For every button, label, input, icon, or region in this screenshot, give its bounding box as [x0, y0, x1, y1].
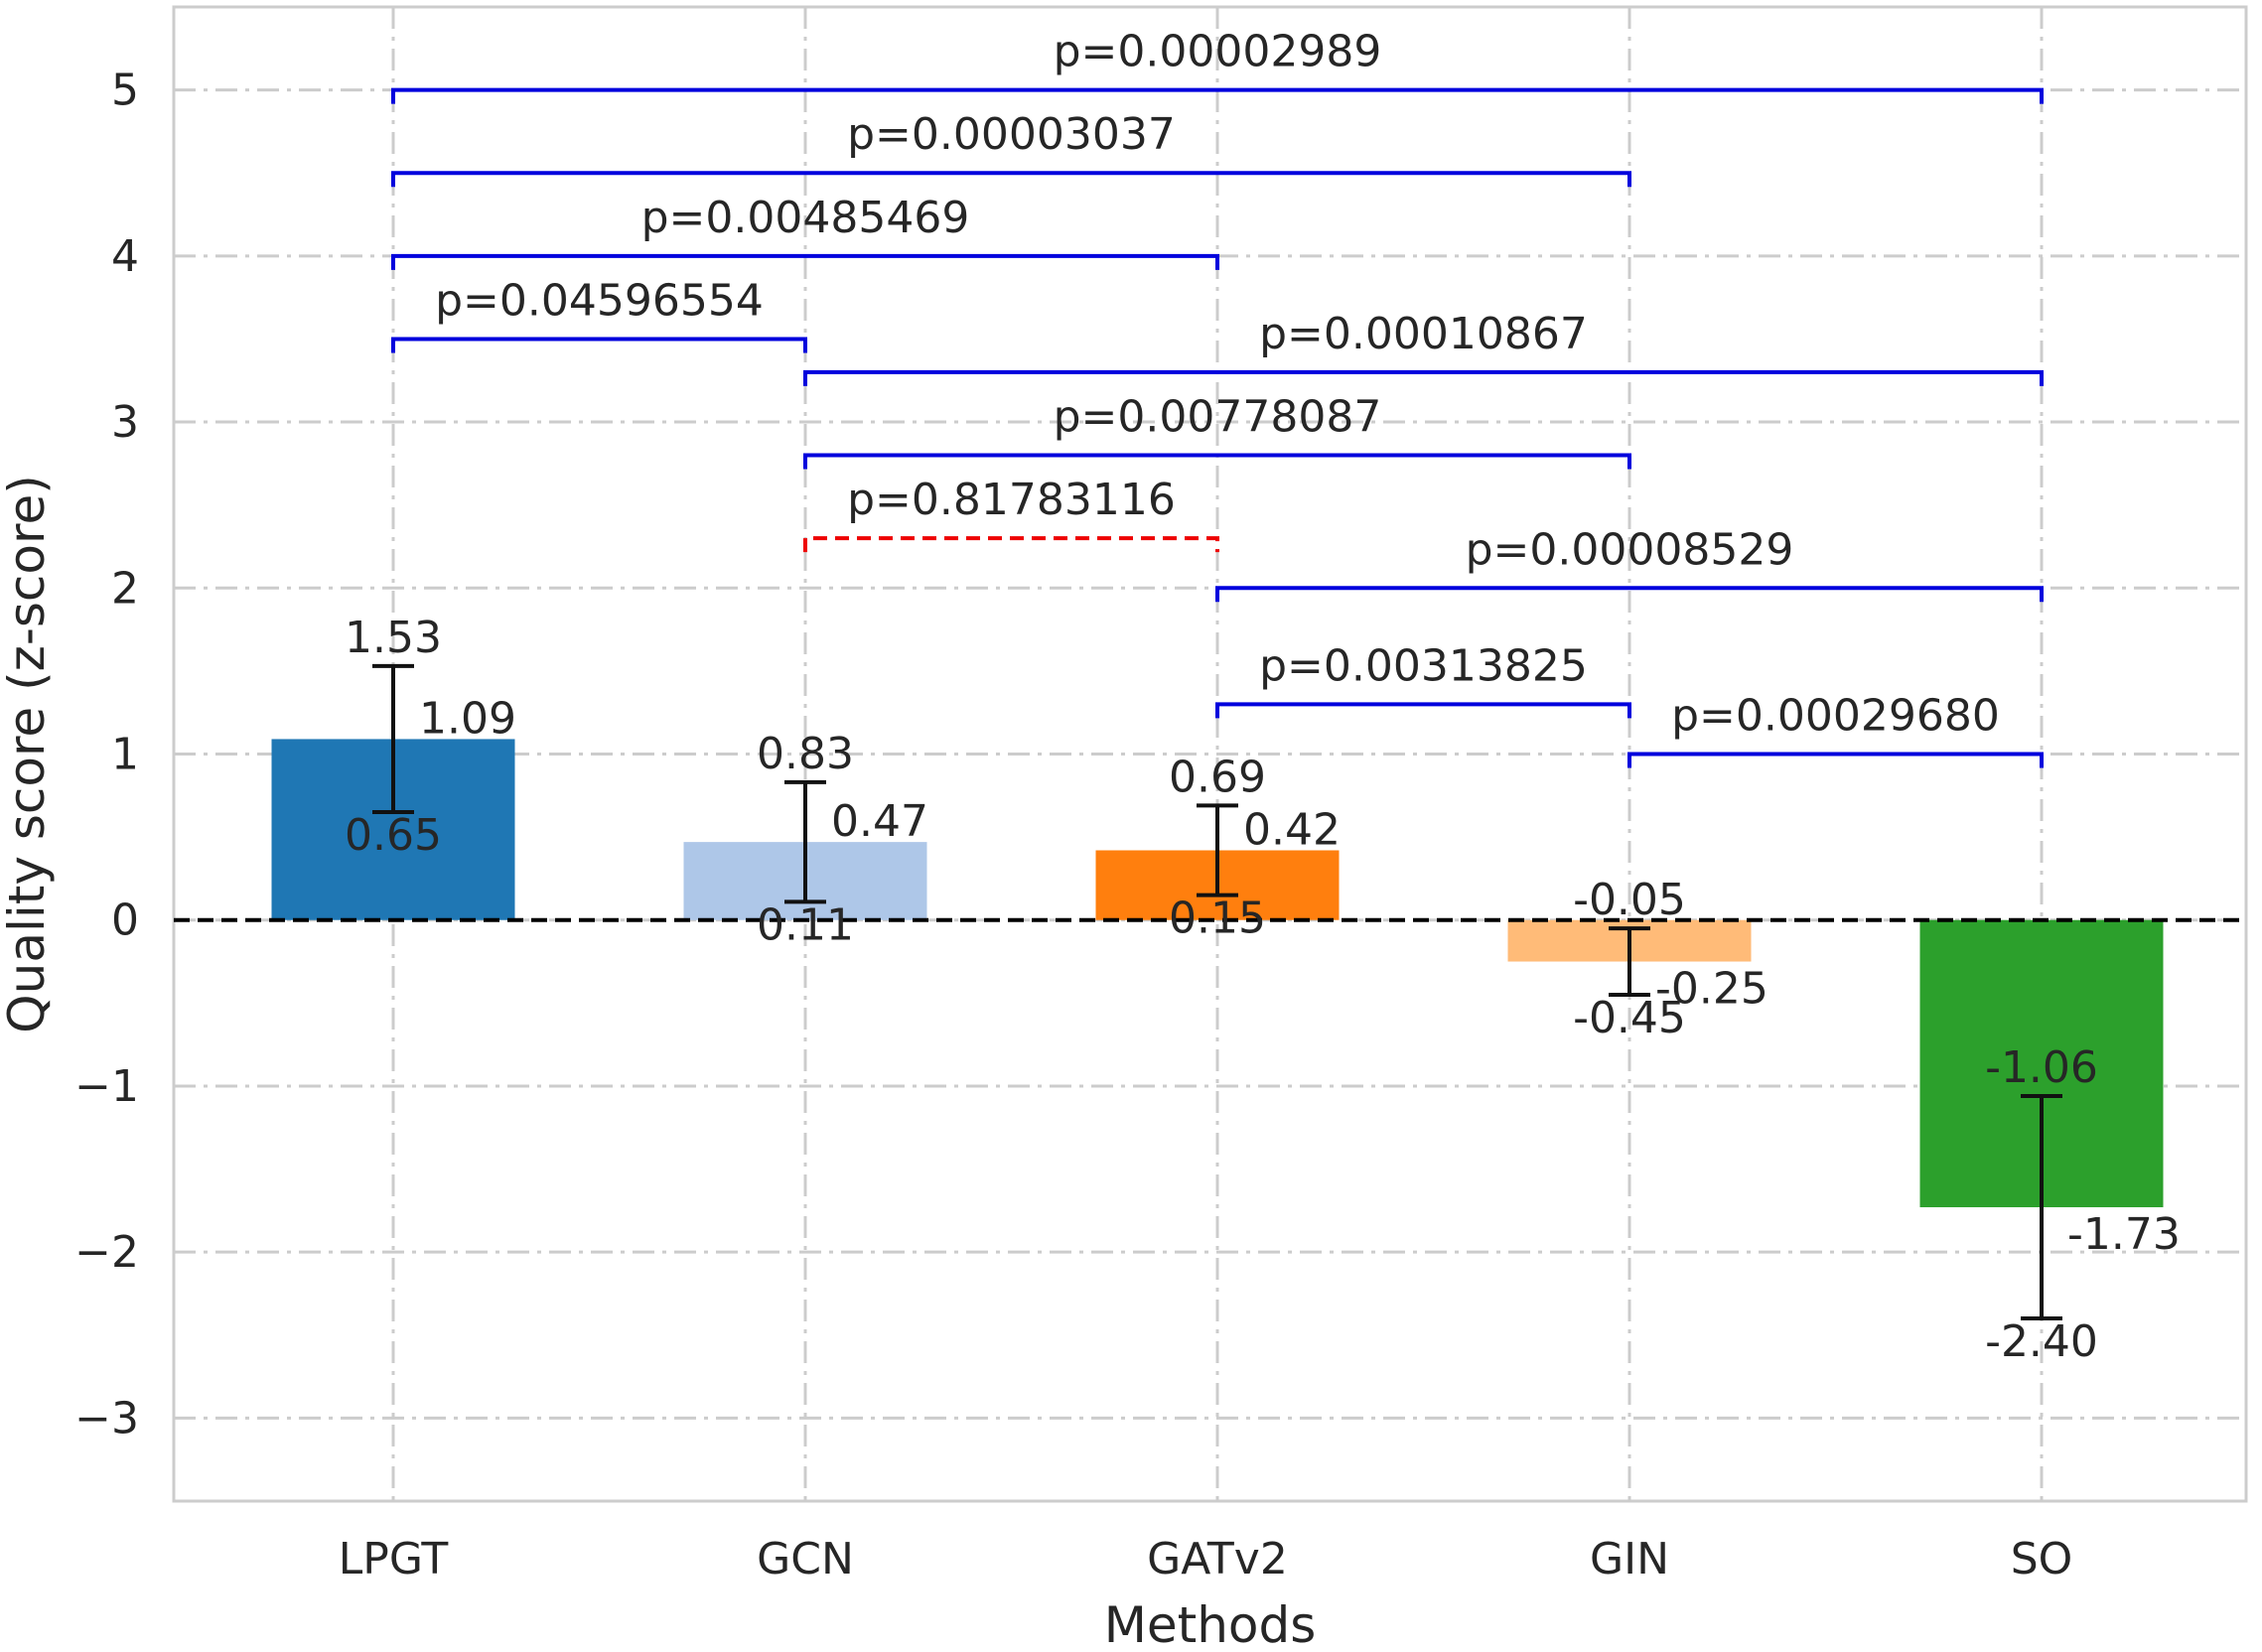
value-label-gcn: 0.47 [831, 796, 928, 847]
ci-lower-label-gcn: 0.11 [757, 899, 854, 950]
error-bars [372, 663, 2062, 1321]
tick-labels: −3 −2 −1 0 1 2 3 4 5 LPGT GCN GATv2 GIN SO [74, 66, 2072, 1584]
y-tick-label: −1 [74, 1061, 139, 1112]
y-tick-label: 0 [111, 895, 139, 946]
comparison-bracket-gin-so [1627, 752, 2044, 768]
y-tick-label: 1 [111, 730, 139, 780]
ci-upper-label-gin: -0.05 [1573, 875, 1686, 925]
p-value-label: p=0.04596554 [435, 275, 764, 326]
comparison-bracket-gcn-gin [803, 453, 1631, 470]
ci-lower-label-gin: -0.45 [1573, 993, 1686, 1043]
p-value-label: p=0.00003037 [847, 109, 1176, 160]
value-label-gatv2: 0.42 [1243, 804, 1341, 855]
comparison-bracket-lpgt-so [391, 87, 2044, 104]
ci-upper-label-gatv2: 0.69 [1169, 752, 1266, 802]
ci-lower-label-so: -2.40 [1985, 1316, 2098, 1367]
y-axis-title: Quality score (z-score) [0, 475, 56, 1032]
p-value-label: p=0.00313825 [1259, 640, 1588, 691]
p-value-label: p=0.00010867 [1259, 309, 1588, 359]
p-value-label: p=0.00778087 [1054, 392, 1382, 443]
comparison-bracket-gcn-so [803, 369, 2044, 386]
ci-upper-label-lpgt: 1.53 [345, 613, 442, 663]
y-tick-label: 3 [111, 397, 139, 448]
data-labels: 1.53 0.65 1.09 0.83 0.11 0.47 0.69 0.15 0.42 -0.0… [345, 613, 2181, 1367]
p-value-label: p=0.00485469 [641, 193, 970, 243]
plot-frame [172, 5, 2248, 1503]
x-tick-label-lpgt: LPGT [339, 1534, 449, 1584]
value-label-lpgt: 1.09 [419, 693, 516, 744]
x-tick-label-so: SO [2011, 1534, 2073, 1584]
y-tick-label: 5 [111, 66, 139, 116]
comparison-bracket-lpgt-gin [391, 171, 1631, 188]
comparison-bracket-gcn-gatv2 [803, 536, 1219, 553]
comparison-bracket-gatv2-so [1215, 586, 2044, 603]
ci-lower-label-gatv2: 0.15 [1169, 894, 1266, 944]
ci-upper-label-so: -1.06 [1985, 1042, 2098, 1093]
comparison-brackets: p=0.00002989 p=0.00003037 p=0.00485469 p=0.… [391, 27, 2044, 768]
x-tick-label-gcn: GCN [757, 1534, 854, 1584]
p-value-label: p=0.00008529 [1466, 524, 1794, 575]
y-tick-label: 4 [111, 231, 139, 282]
x-tick-label-gatv2: GATv2 [1147, 1534, 1288, 1584]
value-label-gin: -0.25 [1655, 964, 1768, 1015]
value-label-so: -1.73 [2067, 1209, 2181, 1260]
y-tick-label: 2 [111, 563, 139, 614]
comparison-bracket-lpgt-gcn [391, 337, 807, 353]
y-tick-label: −2 [74, 1227, 139, 1278]
comparison-bracket-gatv2-gin [1215, 702, 1631, 719]
ci-lower-label-lpgt: 0.65 [345, 810, 442, 861]
x-tick-label-gin: GIN [1590, 1534, 1669, 1584]
ci-upper-label-gcn: 0.83 [757, 729, 854, 779]
comparison-bracket-lpgt-gatv2 [391, 253, 1219, 270]
p-value-label: p=0.81783116 [847, 475, 1176, 525]
x-axis-title: Methods [1104, 1596, 1317, 1652]
p-value-label: p=0.00029680 [1671, 691, 2000, 742]
p-value-label: p=0.00002989 [1054, 27, 1382, 77]
y-tick-label: −3 [74, 1393, 139, 1444]
